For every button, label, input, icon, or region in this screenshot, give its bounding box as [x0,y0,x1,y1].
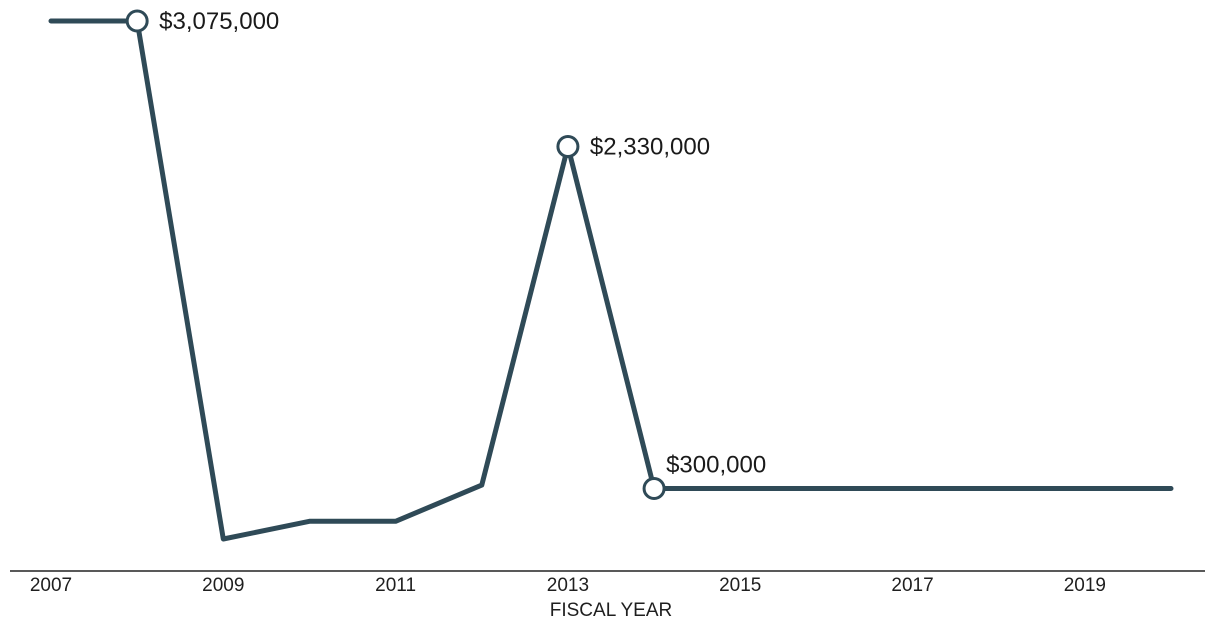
data-labels: $3,075,000 $2,330,000 $300,000 [159,8,766,478]
data-marker [558,136,578,156]
x-tick-label: 2017 [891,575,933,596]
x-tick-label: 2019 [1064,575,1106,596]
data-label: $3,075,000 [159,8,279,35]
data-label: $300,000 [666,451,766,478]
x-tick-labels: 2007 2009 2011 2013 2015 2017 2019 [30,575,1106,596]
x-tick-label: 2009 [202,575,244,596]
data-marker [127,11,147,31]
x-axis-title: FISCAL YEAR [550,600,673,619]
x-tick-label: 2015 [719,575,761,596]
series-line [51,21,1171,539]
data-label: $2,330,000 [590,133,710,160]
x-tick-label: 2007 [30,575,72,596]
x-tick-label: 2013 [547,575,589,596]
data-markers [127,11,664,498]
data-marker [644,478,664,498]
x-tick-label: 2011 [375,575,416,596]
